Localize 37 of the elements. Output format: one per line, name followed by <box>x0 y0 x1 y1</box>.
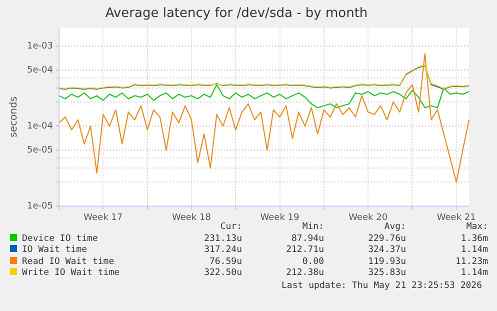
text: 212.38u <box>285 268 324 280</box>
text: 11.23m <box>454 256 488 268</box>
y-tick-label: 1e-04 <box>26 121 54 132</box>
x-tick-label: Week 18 <box>172 212 212 223</box>
y-tick-label: 5e-04 <box>26 66 54 76</box>
text: Avg: <box>383 222 406 234</box>
text: 1.14m <box>460 268 488 280</box>
y-tick-label: 1e-03 <box>26 41 53 52</box>
text: 0.00 <box>301 256 324 268</box>
x-tick-label: Week 17 <box>84 212 123 223</box>
text: Min: <box>301 222 324 234</box>
text: Last update: Thu May 21 23:25:53 2026 <box>282 281 482 291</box>
text: 324.37u <box>367 245 406 256</box>
text: 325.83u <box>367 268 406 280</box>
text: 76.59u <box>208 256 242 268</box>
text: Cur: <box>219 222 242 234</box>
x-tick-label: Week 21 <box>436 212 476 223</box>
legend-label: Write IO Wait time <box>21 268 121 280</box>
y-tick-label: 1e-05 <box>26 202 53 212</box>
legend-label: Read IO Wait time <box>21 256 116 268</box>
text: 322.50u <box>203 268 242 280</box>
x-tick-label: Week 20 <box>348 212 388 223</box>
text: 119.93u <box>367 256 406 268</box>
text: 1.14m <box>460 245 488 256</box>
legend-label: Device IO time <box>21 234 99 245</box>
text: 212.71u <box>285 245 324 256</box>
x-tick-label: Week 19 <box>260 212 300 223</box>
text: 87.94u <box>290 234 324 245</box>
y-axis-title: seconds <box>8 96 20 138</box>
text: 231.13u <box>203 234 242 245</box>
text: 229.76u <box>367 234 406 245</box>
text: 1.36m <box>460 234 488 245</box>
legend-label: IO Wait time <box>21 245 88 256</box>
text: 317.24u <box>203 245 242 256</box>
chart-title: Average latency for /dev/sda - by month <box>105 6 368 22</box>
text: Max: <box>465 222 488 234</box>
y-tick-label: 5e-05 <box>26 146 53 156</box>
